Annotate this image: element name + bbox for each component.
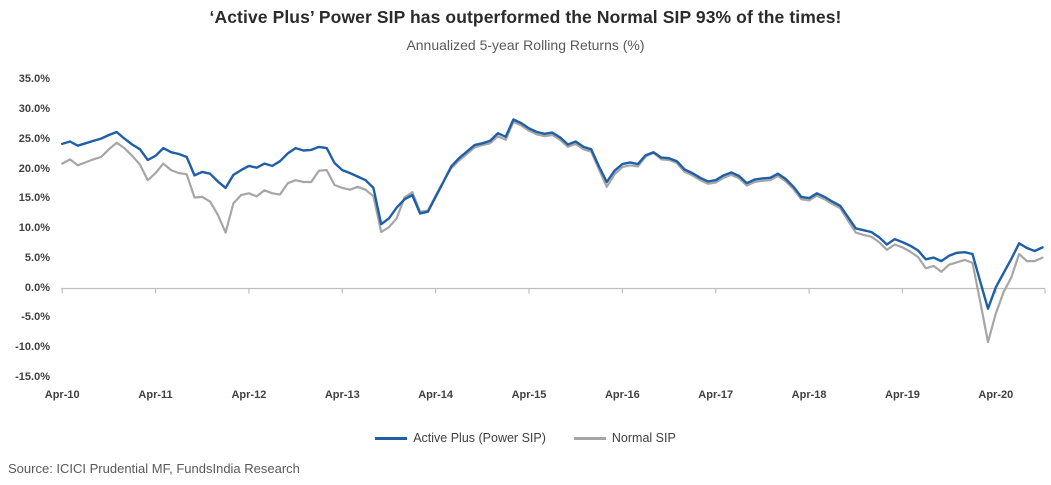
legend: Active Plus (Power SIP) Normal SIP	[0, 431, 1051, 445]
x-axis	[61, 287, 1046, 294]
x-axis-label: Apr-15	[511, 389, 547, 401]
x-axis-label: Apr-14	[418, 389, 454, 401]
y-axis-label: 30.0%	[18, 103, 50, 115]
y-axis-label: 15.0%	[18, 192, 50, 205]
x-axis-label: Apr-19	[885, 389, 920, 401]
y-axis-label: 35.0%	[18, 73, 50, 86]
x-axis-label: Apr-16	[604, 389, 640, 401]
x-axis-label: Apr-20	[978, 389, 1014, 401]
legend-item: Normal SIP	[573, 431, 676, 445]
y-axis-label: -5.0%	[21, 311, 50, 324]
y-axis-label: -15.0%	[15, 370, 50, 383]
legend-label: Normal SIP	[611, 431, 676, 445]
y-axis-label: 0.0%	[24, 281, 50, 294]
x-axis-label: Apr-17	[698, 389, 734, 401]
y-axis-label: 5.0%	[24, 251, 50, 264]
legend-line-swatch	[375, 436, 408, 440]
chart-title: ‘Active Plus’ Power SIP has outperformed…	[209, 7, 842, 27]
y-axis-label: 10.0%	[18, 222, 50, 234]
active-plus-line	[61, 118, 1044, 310]
x-axis-label: Apr-12	[231, 389, 267, 401]
y-axis-label: 20.0%	[18, 162, 50, 175]
x-axis-label: Apr-13	[324, 389, 360, 401]
x-axis-label: Apr-11	[138, 389, 173, 401]
normal-sip-line	[61, 120, 1044, 344]
chart-subtitle: Annualized 5-year Rolling Returns (%)	[406, 37, 645, 53]
legend-label: Active Plus (Power SIP)	[413, 431, 546, 445]
x-axis-label: Apr-10	[44, 389, 80, 401]
y-axis-label: -10.0%	[15, 341, 50, 353]
source-note: Source: ICICI Prudential MF, FundsIndia …	[8, 461, 300, 476]
series-lines	[61, 118, 1044, 344]
legend-item: Active Plus (Power SIP)	[375, 431, 546, 445]
y-axis-label: 25.0%	[18, 132, 50, 145]
x-axis-label: Apr-18	[791, 389, 827, 401]
legend-line-swatch	[573, 436, 606, 440]
